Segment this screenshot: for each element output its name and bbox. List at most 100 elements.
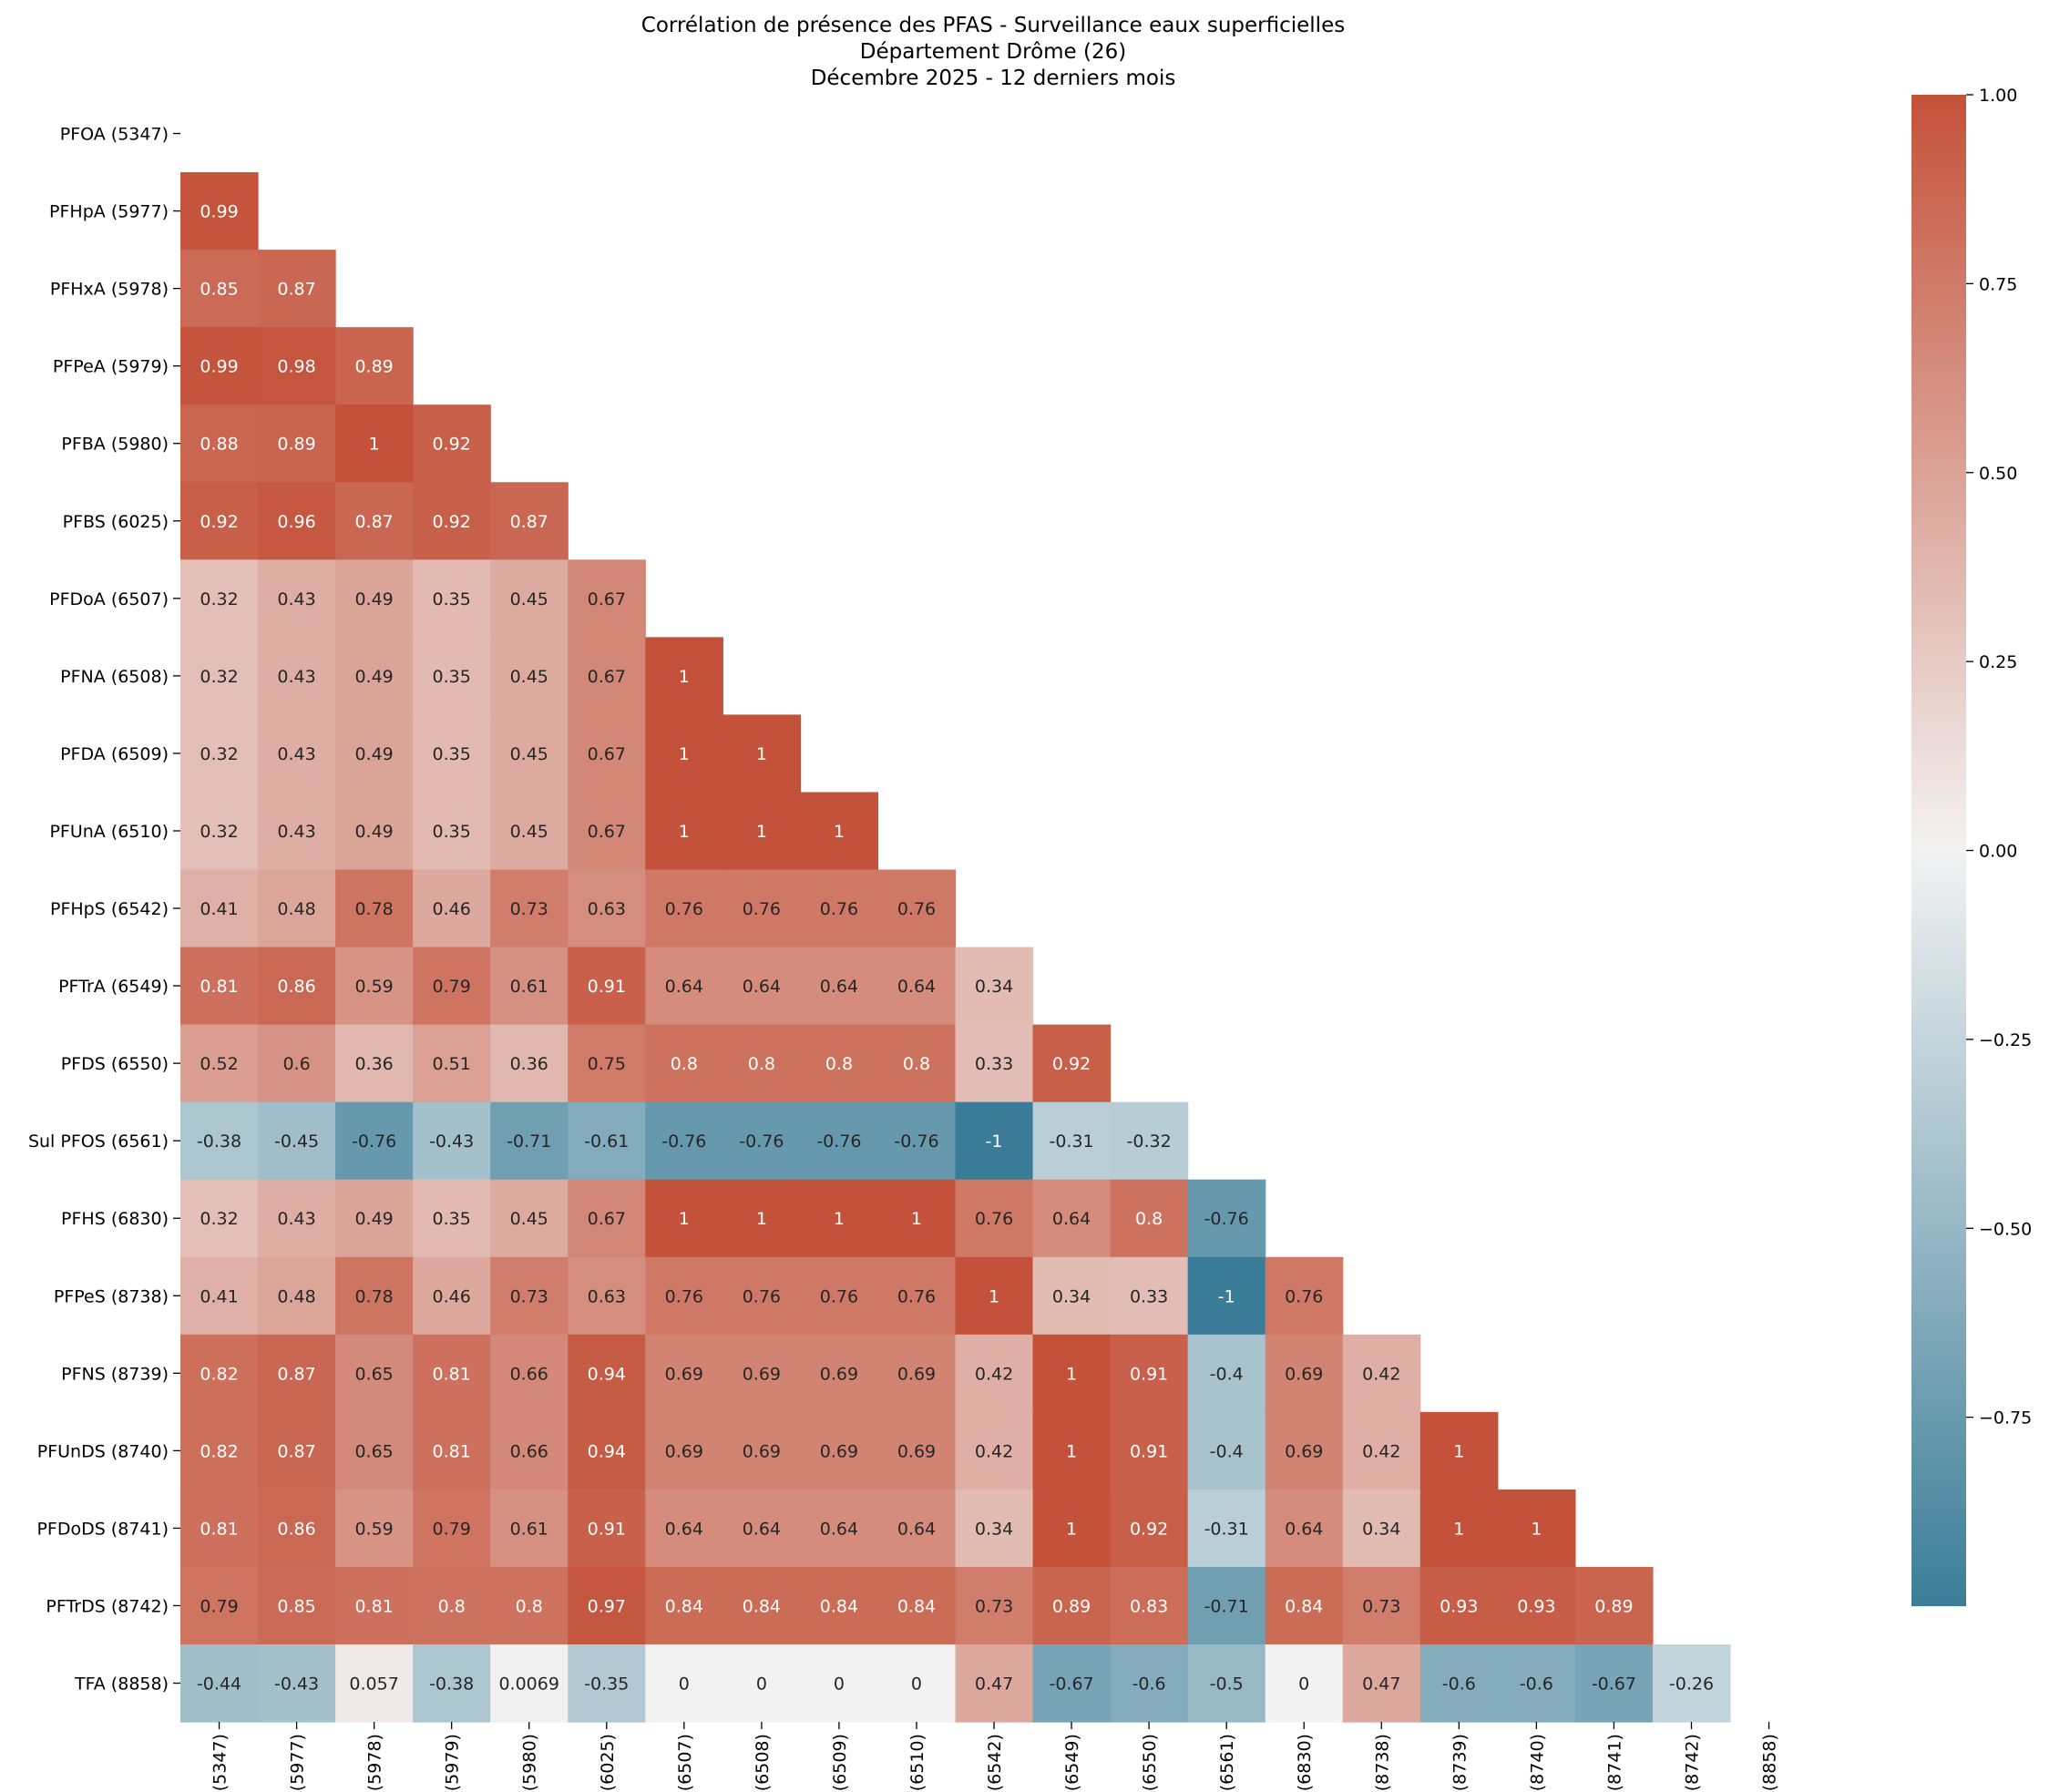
cell-value-label: -0.71 (507, 1132, 551, 1152)
x-tick-label: PFOA (5347) (210, 1734, 231, 1792)
cell-value-label: -0.67 (1592, 1674, 1636, 1695)
cell-value-label: 0.42 (975, 1364, 1013, 1384)
cell-value-label: 0.42 (975, 1441, 1013, 1461)
heatmap-cell (180, 559, 259, 638)
cell-value-label: 0.87 (277, 1441, 315, 1461)
cell-value-label: 0.79 (200, 1596, 238, 1616)
cell-value-label: 0.59 (354, 1519, 393, 1539)
x-tick-label: PFDoA (6507) (675, 1734, 695, 1792)
cell-value-label: 0.91 (1130, 1364, 1168, 1384)
y-tick-label: PFPeS (8738) (54, 1286, 169, 1306)
cell-value-label: 0.66 (510, 1441, 548, 1461)
heatmap-cell (1032, 1256, 1112, 1336)
cell-value-label: 0.67 (588, 667, 626, 687)
heatmap-cell (1419, 1489, 1499, 1568)
cell-value-label: 0.69 (665, 1441, 703, 1461)
heatmap-cell (180, 714, 259, 794)
heatmap-cell (1110, 1566, 1189, 1645)
heatmap-cell (1110, 1411, 1189, 1490)
heatmap-cell (180, 1566, 259, 1645)
heatmap-cell (1497, 1489, 1576, 1568)
cell-value-label: 0.81 (354, 1596, 393, 1616)
heatmap-cell (180, 172, 259, 251)
cell-value-label: 0.94 (588, 1441, 626, 1461)
cell-value-label: 0.76 (820, 899, 858, 919)
cell-value-label: 0.35 (433, 667, 471, 687)
cell-value-label: 0.64 (743, 977, 781, 997)
cell-value-label: 0.67 (588, 589, 626, 609)
cell-value-label: 0.92 (1052, 1054, 1091, 1074)
cell-value-label: 0.89 (1052, 1596, 1091, 1616)
cell-value-label: -0.45 (274, 1132, 319, 1152)
cell-value-label: 0.65 (354, 1364, 393, 1384)
cell-value-label: 0.85 (277, 1596, 315, 1616)
cell-value-label: 0.46 (433, 1286, 471, 1306)
heatmap-cell (258, 1101, 336, 1181)
chart-title-line-2: Département Drôme (26) (860, 40, 1126, 64)
heatmap-cell (568, 1644, 646, 1723)
heatmap-cell (1110, 1644, 1189, 1723)
cell-value-label: -0.4 (1210, 1364, 1244, 1384)
cell-value-label: 0.43 (277, 589, 315, 609)
cell-value-label: 0.64 (897, 1519, 936, 1539)
cell-value-label: 1 (756, 744, 767, 764)
heatmap-cell (180, 1411, 259, 1490)
heatmap-cell (568, 637, 646, 715)
heatmap-cell (1187, 1179, 1266, 1258)
x-tick-label: PFPeA (5979) (443, 1734, 463, 1792)
heatmap-cell (335, 869, 414, 948)
cell-value-label: 0.76 (665, 899, 703, 919)
cell-value-label: 0.87 (354, 512, 393, 532)
cell-value-label: -0.5 (1210, 1674, 1244, 1695)
heatmap-cell (490, 1411, 569, 1490)
heatmap-cell (413, 1024, 491, 1103)
heatmap-cell (1187, 1489, 1266, 1568)
heatmap-cell (1032, 1101, 1112, 1181)
heatmap-cell (568, 714, 646, 794)
heatmap-cell (645, 869, 723, 948)
cell-value-label: 0.34 (975, 977, 1013, 997)
heatmap-cell (645, 714, 723, 794)
heatmap-cell (258, 1256, 336, 1336)
cell-value-label: 0.87 (277, 1364, 315, 1384)
cell-value-label: 0.89 (354, 357, 393, 377)
heatmap-cell (1419, 1566, 1499, 1645)
cell-value-label: 0.45 (510, 667, 548, 687)
heatmap-cell (722, 1334, 801, 1413)
heatmap-cell (1032, 1179, 1112, 1258)
heatmap-cell (1419, 1644, 1499, 1723)
cell-value-label: 0 (756, 1674, 767, 1695)
heatmap-cell (258, 1334, 336, 1413)
heatmap-cell (490, 1256, 569, 1336)
heatmap-cell (1652, 1644, 1731, 1723)
y-tick-label: PFTrA (6549) (58, 977, 169, 997)
heatmap-cell (1342, 1411, 1421, 1490)
cell-value-label: 0.69 (743, 1364, 781, 1384)
cell-value-label: 0.81 (433, 1441, 471, 1461)
cell-value-label: 0.79 (433, 977, 471, 997)
heatmap-cell (335, 1024, 414, 1103)
y-tick-label: PFPeA (5979) (53, 357, 169, 377)
cell-value-label: 0.93 (1440, 1596, 1478, 1616)
heatmap-cell (258, 482, 336, 560)
cell-value-label: 0.76 (1285, 1286, 1323, 1306)
heatmap-cell (1032, 1411, 1112, 1490)
cell-value-label: -0.76 (352, 1132, 396, 1152)
cell-value-label: 0.86 (277, 1519, 315, 1539)
x-tick-label: PFDS (6550) (1140, 1734, 1160, 1792)
heatmap-cell (335, 1411, 414, 1490)
cell-value-label: 0.47 (975, 1674, 1013, 1695)
cell-value-label: 1 (1453, 1441, 1464, 1461)
cell-value-label: 0.94 (588, 1364, 626, 1384)
cell-value-label: 0.91 (588, 1519, 626, 1539)
y-axis-labels: PFOA (5347) PFHpA (5977) PFHxA (5978) PFPeA… (28, 125, 180, 1695)
cell-value-label: 0.84 (665, 1596, 703, 1616)
heatmap-cell (955, 1024, 1034, 1103)
heatmap-cell (1265, 1566, 1344, 1645)
heatmap-cell (722, 1179, 801, 1258)
y-tick-label: PFUnDS (8740) (37, 1441, 169, 1461)
cell-value-label: 0 (679, 1674, 690, 1695)
heatmap-cell (180, 1101, 259, 1181)
heatmap-cell (1265, 1489, 1344, 1568)
